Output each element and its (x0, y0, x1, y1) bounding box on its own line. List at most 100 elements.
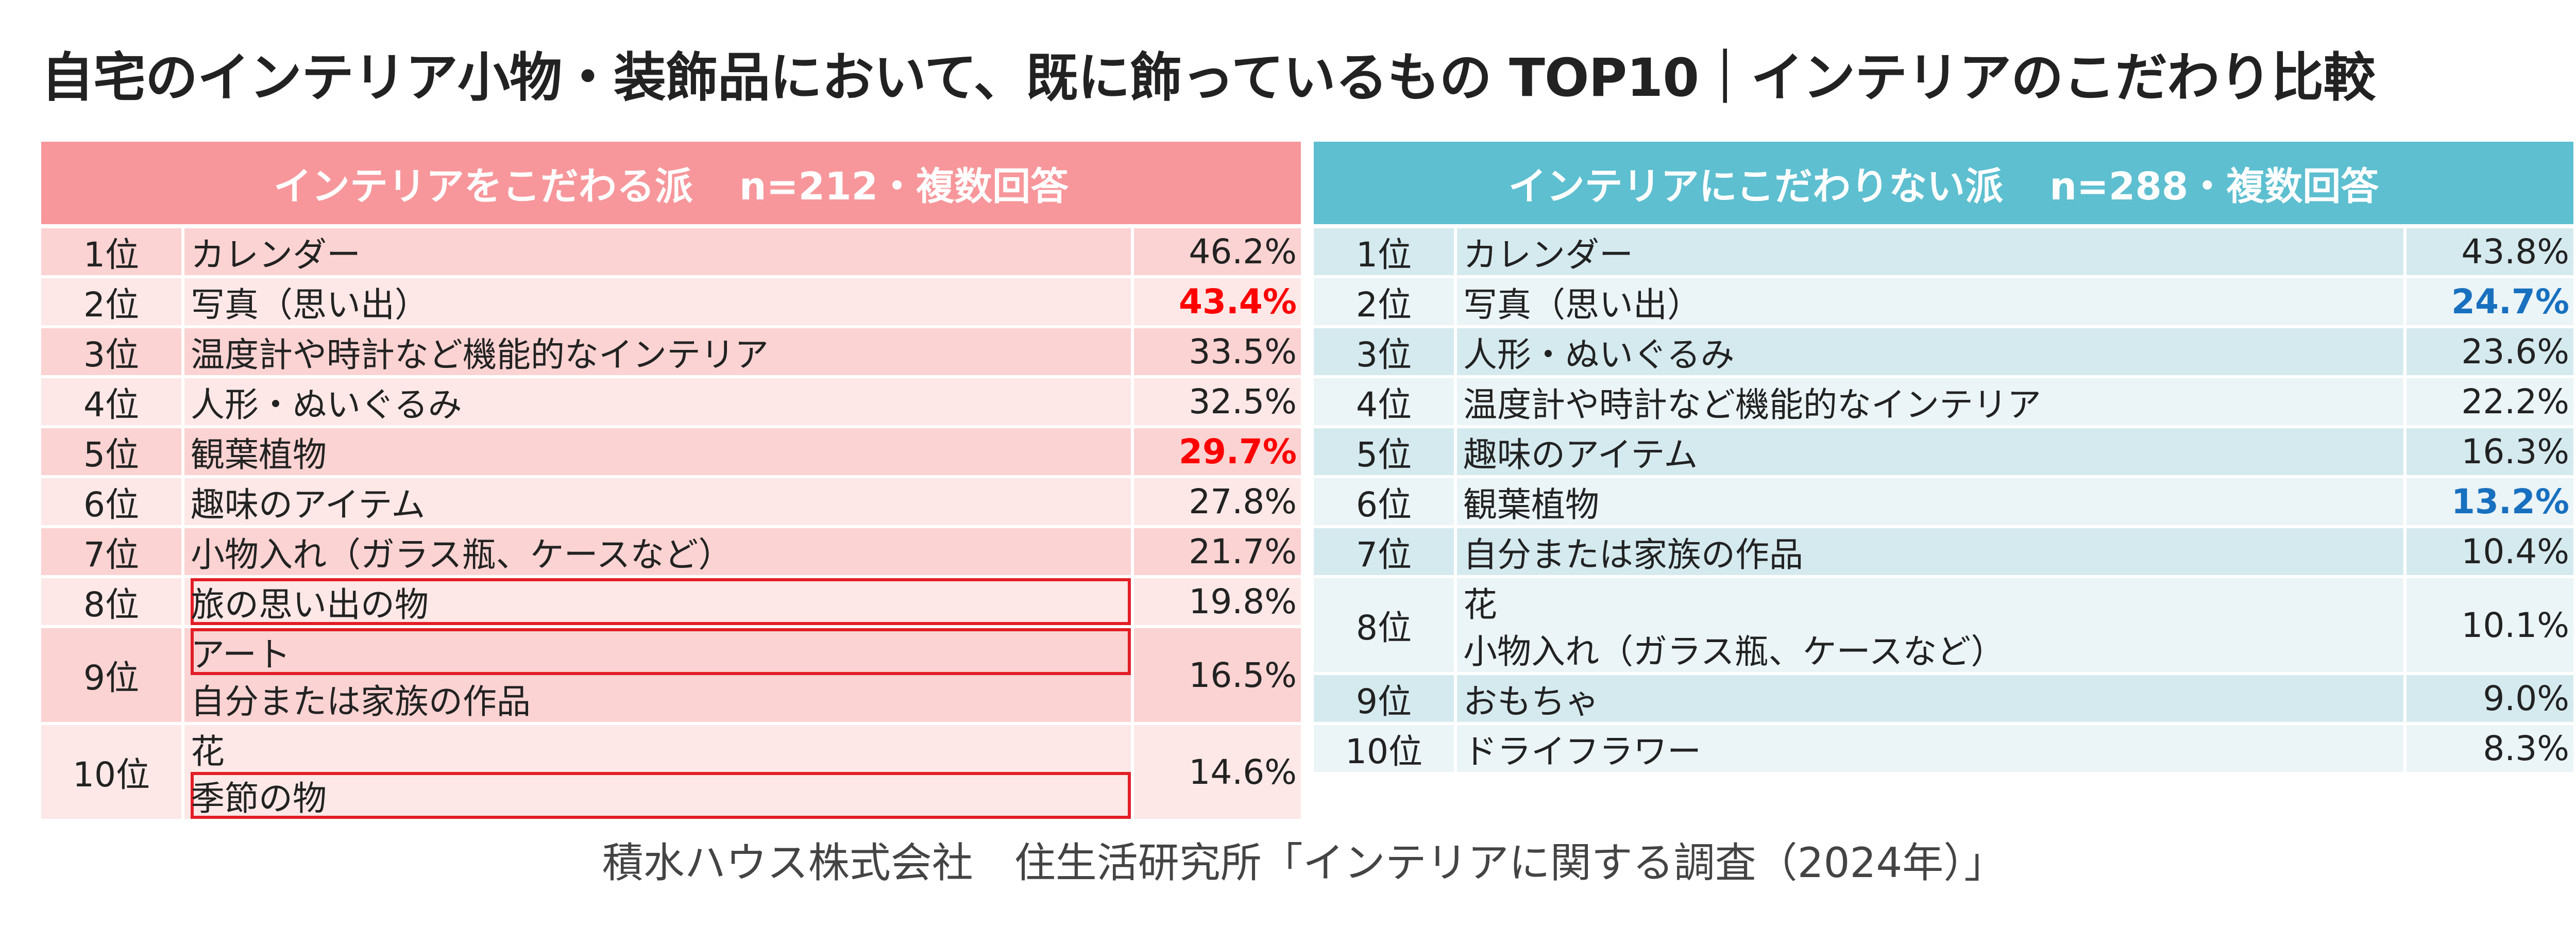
value-label: 8.3% (2483, 729, 2569, 768)
value-label: 21.7% (1189, 532, 1297, 571)
item-cell: 写真（思い出） (184, 278, 1131, 325)
value-cell: 10.1% (2406, 578, 2573, 672)
table-row: 7位 自分または家族の作品 10.4% (1314, 528, 2573, 575)
item-label: 写真（思い出） (191, 284, 429, 325)
value-cell: 29.7% (1134, 428, 1301, 475)
item-label: 観葉植物 (1463, 484, 1599, 525)
item-label: 人形・ぬいぐるみ (191, 384, 462, 425)
highlighted-item-label: 旅の思い出の物 (191, 578, 1131, 625)
value-cell: 16.5% (1134, 628, 1301, 722)
item-label: ドライフラワー (1463, 731, 1701, 771)
item-cell: 温度計や時計など機能的なインテリア (1457, 378, 2403, 425)
value-cell: 19.8% (1134, 578, 1301, 625)
item-cell: おもちゃ (1457, 675, 2403, 722)
value-cell: 22.2% (2406, 378, 2573, 425)
rank-label: 2位 (41, 278, 181, 325)
table-row: 10位花季節の物 14.6% (41, 725, 1301, 819)
value-cell: 13.2% (2406, 478, 2573, 525)
item-label: 花 (191, 731, 225, 771)
value-label-emphasis: 43.4% (1179, 282, 1297, 322)
value-label: 19.8% (1189, 582, 1297, 621)
table-row: 1位 カレンダー 43.8% (1314, 228, 2573, 275)
value-cell: 8.3% (2406, 725, 2573, 772)
rank-label: 6位 (41, 478, 181, 525)
table-row: 9位 おもちゃ 9.0% (1314, 675, 2573, 722)
rank-label: 9位 (1314, 675, 1454, 722)
value-label-emphasis: 29.7% (1179, 432, 1297, 472)
value-label: 33.5% (1189, 332, 1297, 372)
item-label: 人形・ぬいぐるみ (1463, 334, 1735, 375)
rank-label: 7位 (1314, 528, 1454, 575)
value-cell: 46.2% (1134, 228, 1301, 275)
item-cell: 自分または家族の作品 (1457, 528, 2403, 575)
table-row: 5位 観葉植物 29.7% (41, 428, 1301, 475)
item-label: 小物入れ（ガラス瓶、ケースなど） (1463, 631, 2005, 671)
item-cell: 温度計や時計など機能的なインテリア (184, 328, 1131, 375)
rank-label: 8位 (41, 578, 181, 625)
value-label: 10.1% (2461, 605, 2569, 645)
item-cell: 小物入れ（ガラス瓶、ケースなど） (184, 528, 1131, 575)
item-label: 花 (1463, 584, 1497, 625)
value-cell: 33.5% (1134, 328, 1301, 375)
highlighted-item-label: アート (191, 628, 1131, 675)
item-cell: カレンダー (1457, 228, 2403, 275)
value-cell: 27.8% (1134, 478, 1301, 525)
value-label: 22.2% (2461, 382, 2569, 422)
item-label: 温度計や時計など機能的なインテリア (191, 334, 769, 375)
item-cell: 写真（思い出） (1457, 278, 2403, 325)
value-cell: 9.0% (2406, 675, 2573, 722)
item-cell: ドライフラワー (1457, 725, 2403, 772)
rank-label: 8位 (1314, 578, 1454, 672)
rank-label: 4位 (41, 378, 181, 425)
table-row: 1位 カレンダー 46.2% (41, 228, 1301, 275)
table-row: 10位 ドライフラワー 8.3% (1314, 725, 2573, 772)
table-row: 6位 趣味のアイテム 27.8% (41, 478, 1301, 525)
value-cell: 14.6% (1134, 725, 1301, 819)
ranking-table: 1位 カレンダー 46.2% 2位 写真（思い出） 43.4% 3位 温度計や時計など機能的な… (41, 228, 1301, 819)
value-label: 43.8% (2461, 232, 2569, 272)
item-cell: 旅の思い出の物 (184, 578, 1131, 625)
value-cell: 24.7% (2406, 278, 2573, 325)
item-label: 自分または家族の作品 (191, 681, 531, 721)
value-label: 46.2% (1189, 232, 1297, 272)
panel-kodawaru: インテリアをこだわる派 n=212・複数回答 1位 カレンダー 46.2% 2位 写真（… (41, 142, 1301, 822)
rank-label: 10位 (1314, 725, 1454, 772)
value-cell: 23.6% (2406, 328, 2573, 375)
item-cell: 花季節の物 (184, 725, 1131, 819)
group-label: インテリアをこだわる派 (273, 164, 693, 209)
item-label: カレンダー (1463, 234, 1633, 275)
highlighted-item-label: 季節の物 (191, 772, 1131, 819)
item-cell: カレンダー (184, 228, 1131, 275)
table-row: 7位 小物入れ（ガラス瓶、ケースなど） 21.7% (41, 528, 1301, 575)
rank-label: 6位 (1314, 478, 1454, 525)
value-label: 16.3% (2461, 432, 2569, 472)
item-label: おもちゃ (1463, 681, 1599, 721)
rank-label: 7位 (41, 528, 181, 575)
panel-kodawaranai: インテリアにこだわりない派 n=288・複数回答 1位 カレンダー 43.8% 2位写… (1314, 142, 2573, 775)
item-label: カレンダー (191, 234, 361, 275)
chart-title: 自宅のインテリア小物・装飾品において、既に飾っているもの TOP10｜インテリア… (41, 47, 2376, 109)
value-cell: 43.4% (1134, 278, 1301, 325)
table-row: 4位 人形・ぬいぐるみ 32.5% (41, 378, 1301, 425)
rank-label: 2位 (1314, 278, 1454, 325)
value-cell: 21.7% (1134, 528, 1301, 575)
item-cell: 花小物入れ（ガラス瓶、ケースなど） (1457, 578, 2403, 672)
group-label: インテリアにこだわりない派 (1508, 164, 2004, 209)
sample-label: n=288・複数回答 (2049, 164, 2379, 209)
item-label: 趣味のアイテム (191, 484, 426, 525)
item-cell: 観葉植物 (1457, 478, 2403, 525)
item-cell: 観葉植物 (184, 428, 1131, 475)
rank-label: 9位 (41, 628, 181, 722)
item-label: 温度計や時計など機能的なインテリア (1463, 384, 2041, 425)
table-row: 5位 趣味のアイテム 16.3% (1314, 428, 2573, 475)
item-cell: アート自分または家族の作品 (184, 628, 1131, 722)
rank-label: 1位 (41, 228, 181, 275)
value-label: 32.5% (1189, 382, 1297, 422)
item-label: 写真（思い出） (1463, 284, 1701, 325)
value-label: 10.4% (2461, 532, 2569, 571)
item-cell: 人形・ぬいぐるみ (184, 378, 1131, 425)
table-row: 9位 アート 自分または家族の作品 16.5% (41, 628, 1301, 722)
table-row: 4位 温度計や時計など機能的なインテリア 22.2% (1314, 378, 2573, 425)
item-cell: 趣味のアイテム (184, 478, 1131, 525)
item-label: 自分または家族の作品 (1463, 534, 1803, 575)
